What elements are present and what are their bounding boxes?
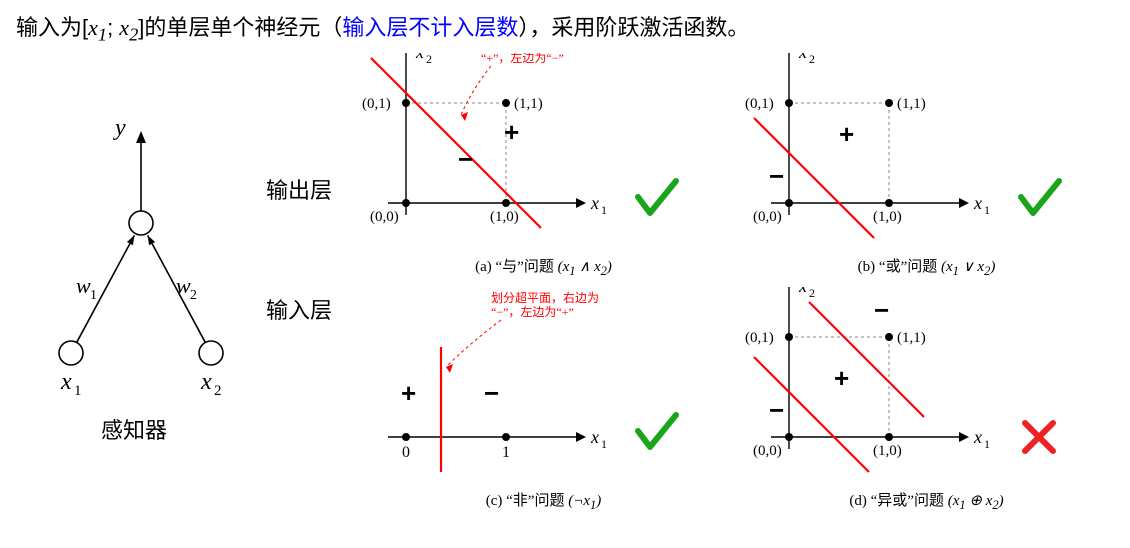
svg-text:x: x bbox=[973, 427, 982, 447]
svg-text:x: x bbox=[415, 53, 424, 62]
svg-text:(0,0): (0,0) bbox=[370, 209, 399, 225]
svg-text:x: x bbox=[590, 427, 599, 447]
svg-text:(0,0): (0,0) bbox=[753, 209, 782, 225]
caption-c: (c) “非”问题 (¬x1) bbox=[356, 489, 731, 513]
svg-text:2: 2 bbox=[809, 287, 815, 300]
title-t2: ]的单层单个神经元（ bbox=[138, 15, 342, 40]
math-not: (¬x1) bbox=[568, 493, 601, 509]
svg-text:0: 0 bbox=[402, 444, 410, 461]
svg-text:“+”，左边为“−”: “+”，左边为“−” bbox=[481, 53, 564, 65]
title-sep: ; bbox=[107, 15, 119, 40]
title-t1: 输入为[ bbox=[16, 15, 88, 40]
svg-text:−: − bbox=[769, 395, 784, 425]
title-x1: x1 bbox=[88, 15, 107, 40]
panel-and: x2x1(0,0)(1,0)(0,1)(1,1)+−划分超平面，右边为“+”，左… bbox=[356, 53, 731, 279]
svg-text:−: − bbox=[484, 378, 499, 408]
svg-text:+: + bbox=[401, 378, 416, 408]
svg-text:2: 2 bbox=[809, 53, 815, 66]
svg-text:w: w bbox=[76, 273, 91, 298]
svg-text:(1,0): (1,0) bbox=[873, 443, 902, 459]
svg-text:划分超平面，右边为: 划分超平面，右边为 bbox=[491, 290, 599, 305]
perceptron-diagram: yw1w2x1x2 输出层 输入层 感知器 bbox=[16, 53, 356, 513]
title-t3: ），采用阶跃激活函数。 bbox=[518, 15, 749, 40]
svg-text:(0,1): (0,1) bbox=[362, 96, 391, 112]
svg-text:+: + bbox=[504, 117, 519, 147]
svg-text:1: 1 bbox=[984, 203, 990, 217]
math-and: (x1 ∧ x2) bbox=[558, 259, 612, 275]
svg-text:+: + bbox=[839, 119, 854, 149]
svg-text:x: x bbox=[973, 193, 982, 213]
svg-text:1: 1 bbox=[984, 437, 990, 451]
svg-text:x: x bbox=[798, 53, 807, 62]
svg-text:x: x bbox=[590, 193, 599, 213]
svg-text:x: x bbox=[200, 369, 212, 395]
svg-text:x: x bbox=[60, 369, 72, 395]
svg-text:2: 2 bbox=[214, 383, 222, 399]
svg-text:(1,0): (1,0) bbox=[873, 209, 902, 225]
caption-d: (d) “异或”问题 (x1 ⊕ x2) bbox=[739, 489, 1114, 513]
caption-b: (b) “或”问题 (x1 ∨ x2) bbox=[739, 255, 1114, 279]
svg-text:(1,0): (1,0) bbox=[490, 209, 519, 225]
caption-a: (a) “与”问题 (x1 ∧ x2) bbox=[356, 255, 731, 279]
title-blue: 输入层不计入层数 bbox=[342, 15, 518, 40]
svg-text:(1,1): (1,1) bbox=[897, 96, 926, 112]
svg-text:(1,1): (1,1) bbox=[897, 330, 926, 346]
title-x2: x2 bbox=[119, 15, 138, 40]
svg-text:(1,1): (1,1) bbox=[514, 96, 543, 112]
logic-panels: x2x1(0,0)(1,0)(0,1)(1,1)+−划分超平面，右边为“+”，左… bbox=[356, 53, 1114, 513]
svg-text:+: + bbox=[834, 363, 849, 393]
svg-text:2: 2 bbox=[426, 53, 432, 66]
math-xor: (x1 ⊕ x2) bbox=[948, 493, 1004, 509]
svg-text:2: 2 bbox=[190, 288, 197, 303]
svg-text:−: − bbox=[769, 161, 784, 191]
svg-text:1: 1 bbox=[502, 444, 510, 461]
svg-text:1: 1 bbox=[601, 203, 607, 217]
panel-not: x101+−划分超平面，右边为“−”，左边为“+” (c) “非”问题 (¬x1… bbox=[356, 287, 731, 513]
svg-text:“−”，左边为“+”: “−”，左边为“+” bbox=[491, 304, 574, 319]
svg-text:−: − bbox=[458, 144, 473, 174]
svg-text:−: − bbox=[874, 295, 889, 325]
svg-text:1: 1 bbox=[601, 437, 607, 451]
panel-xor: x2x1(0,0)(1,0)(0,1)(1,1)+−− (d) “异或”问题 (… bbox=[739, 287, 1114, 513]
svg-text:(0,1): (0,1) bbox=[745, 330, 774, 346]
svg-text:1: 1 bbox=[74, 383, 82, 399]
math-or: (x1 ∨ x2) bbox=[941, 259, 995, 275]
output-layer-label: 输出层 bbox=[266, 173, 332, 205]
page-title: 输入为[x1; x2]的单层单个神经元（输入层不计入层数），采用阶跃激活函数。 bbox=[16, 10, 1114, 45]
svg-text:1: 1 bbox=[90, 288, 97, 303]
input-layer-label: 输入层 bbox=[266, 293, 332, 325]
svg-text:y: y bbox=[113, 115, 126, 141]
svg-text:(0,1): (0,1) bbox=[745, 96, 774, 112]
perceptron-caption: 感知器 bbox=[101, 413, 167, 445]
svg-text:w: w bbox=[176, 273, 191, 298]
panel-or: x2x1(0,0)(1,0)(0,1)(1,1)+− (b) “或”问题 (x1… bbox=[739, 53, 1114, 279]
svg-text:x: x bbox=[798, 287, 807, 296]
svg-text:(0,0): (0,0) bbox=[753, 443, 782, 459]
